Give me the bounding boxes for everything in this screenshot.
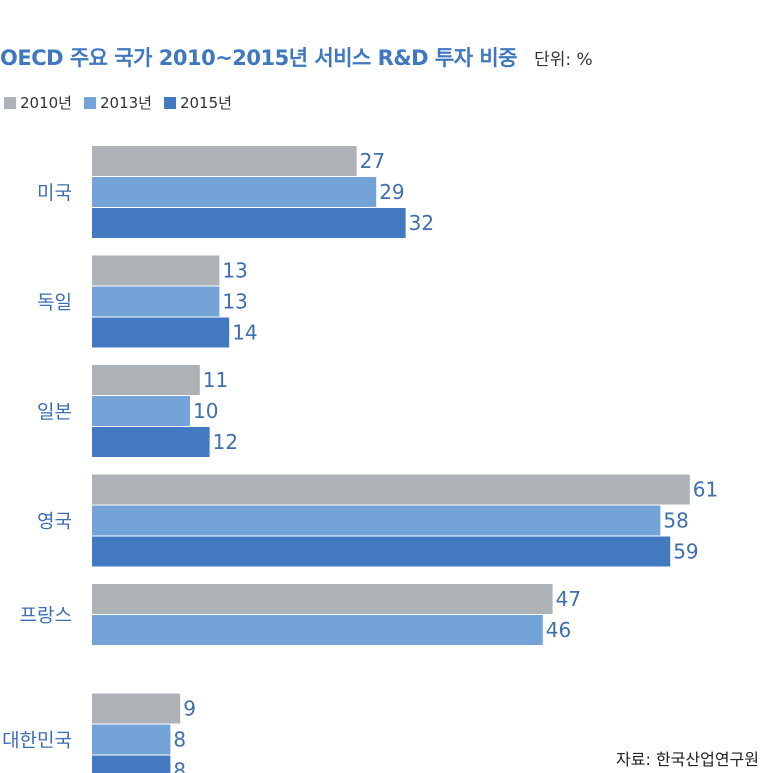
legend-swatch xyxy=(163,97,176,109)
data-label: 14 xyxy=(232,321,257,345)
bar xyxy=(92,255,220,286)
chart-title: OECD 주요 국가 2010~2015년 서비스 R&D 투자 비중 xyxy=(0,46,517,70)
bar xyxy=(92,505,661,536)
bar xyxy=(92,146,357,176)
category-label: 프랑스 xyxy=(20,605,72,627)
legend-label: 2015년 xyxy=(179,94,232,112)
bar xyxy=(92,396,190,426)
legend-item-0: 2010년 xyxy=(4,92,72,113)
legend-label: 2013년 xyxy=(99,94,152,112)
data-label: 11 xyxy=(203,368,228,392)
legend-swatch xyxy=(83,97,96,109)
bar xyxy=(92,427,210,457)
legend-item-1: 2013년 xyxy=(83,92,152,113)
bar xyxy=(92,584,553,614)
bar xyxy=(92,177,377,207)
category-label: 일본 xyxy=(37,401,72,423)
unit-label: 단위: % xyxy=(534,50,593,70)
data-label: 8 xyxy=(173,728,186,752)
data-label: 61 xyxy=(693,478,718,502)
bar xyxy=(92,536,671,567)
source-note: 자료: 한국산업연구원 xyxy=(616,750,759,769)
bar xyxy=(92,724,171,755)
data-label: 32 xyxy=(409,211,434,235)
data-label: 59 xyxy=(673,540,698,564)
bar xyxy=(92,365,200,395)
data-label: 27 xyxy=(360,149,385,173)
bar xyxy=(92,286,220,317)
category-label: 영국 xyxy=(37,511,72,533)
legend-item-2: 2015년 xyxy=(163,92,232,113)
data-label: 12 xyxy=(213,430,238,454)
bar xyxy=(92,208,406,238)
category-label: 미국 xyxy=(37,182,72,204)
category-label: 대한민국 xyxy=(2,730,72,752)
category-label: 독일 xyxy=(37,292,72,314)
data-label: 47 xyxy=(556,587,581,611)
bar xyxy=(92,615,543,645)
legend-label: 2010년 xyxy=(20,94,72,112)
bar xyxy=(92,693,181,724)
bar xyxy=(92,755,171,773)
title-row: OECD 주요 국가 2010~2015년 서비스 R&D 투자 비중 단위: … xyxy=(0,42,593,72)
legend: 2010년 2013년 2015년 xyxy=(4,92,244,113)
data-label: 13 xyxy=(222,290,247,314)
data-label: 9 xyxy=(183,697,196,721)
bar xyxy=(92,317,230,348)
bar xyxy=(92,474,690,505)
legend-swatch xyxy=(4,97,16,109)
data-label: 46 xyxy=(546,618,571,642)
data-label: 29 xyxy=(379,180,404,204)
data-label: 8 xyxy=(173,759,186,773)
data-label: 13 xyxy=(222,259,247,283)
data-label: 10 xyxy=(193,399,218,423)
data-label: 58 xyxy=(663,509,688,533)
